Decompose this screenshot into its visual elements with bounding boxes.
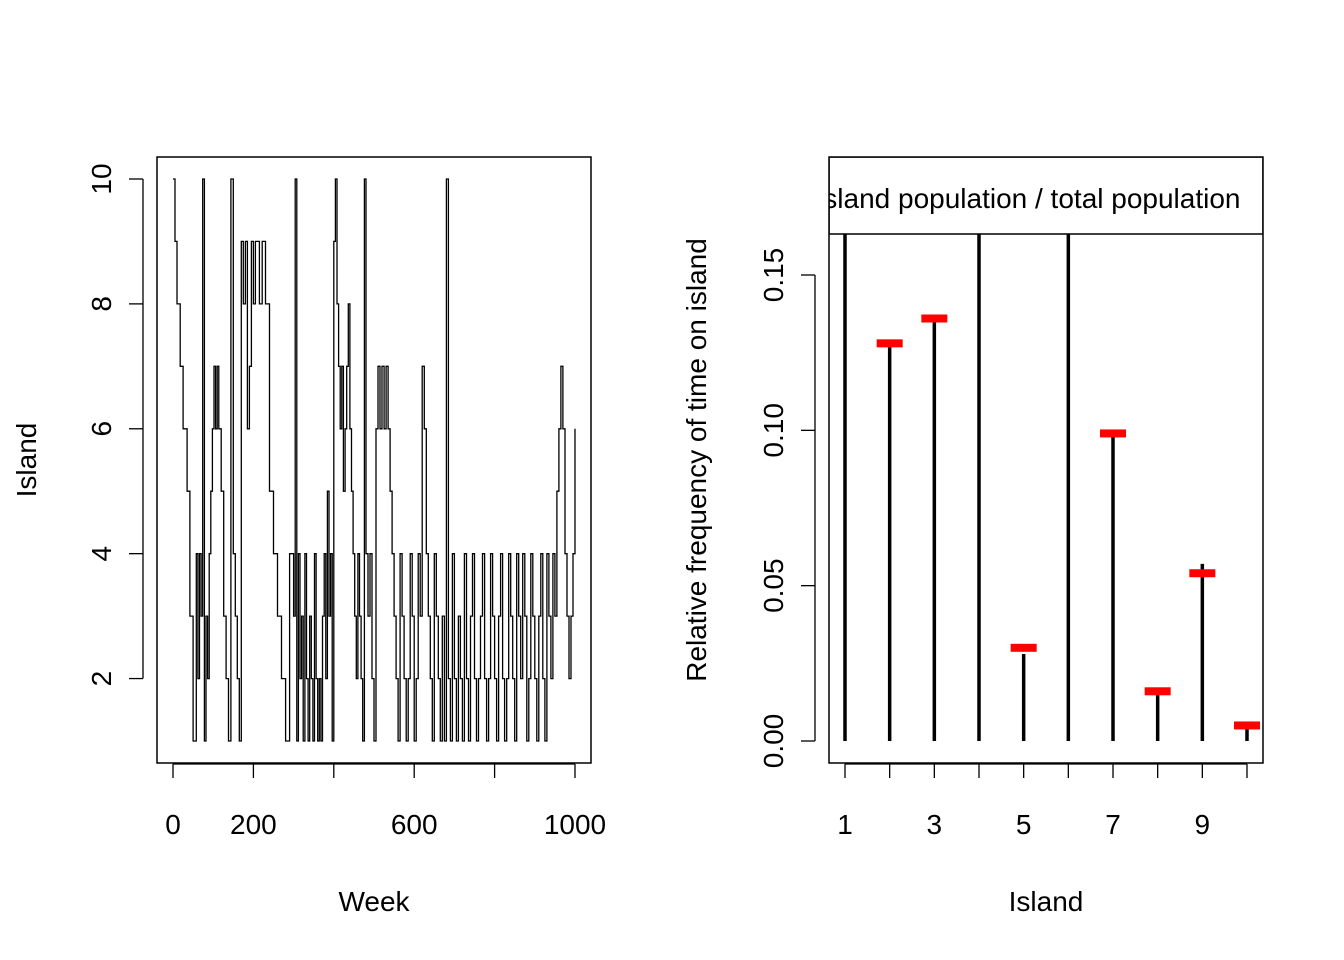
trace-y-tick-label: 6: [86, 421, 117, 437]
trace-x-axis-label: Week: [338, 886, 410, 917]
frequency-plot-frame: [828, 156, 1264, 764]
frequency-x-tick-label: 1: [837, 809, 853, 840]
frequency-marker: [1144, 687, 1171, 696]
legend: Island population / total population: [816, 157, 1263, 235]
frequency-marker: [921, 314, 948, 323]
trace-x-tick-label: 1000: [544, 809, 606, 840]
trace-plot-frame: [156, 156, 592, 764]
frequency-x-tick-label: 9: [1195, 809, 1211, 840]
frequency-x-axis-label: Island: [1009, 886, 1084, 917]
trace-series-group: [173, 178, 576, 742]
trace-plot: 0 200 600 1000 2 4 6 8 10 Week Island: [11, 156, 606, 917]
frequency-x-axis: 1 3 5 7 9: [837, 763, 1248, 840]
frequency-y-axis-label: Relative frequency of time on island: [681, 238, 712, 682]
legend-box: [829, 157, 1263, 235]
trace-y-tick-label: 10: [86, 163, 117, 194]
trace-line: [173, 178, 576, 742]
trace-x-tick-label: 200: [230, 809, 277, 840]
trace-x-tick-label: 600: [391, 809, 438, 840]
frequency-marker: [1010, 643, 1037, 652]
frequency-x-tick-label: 5: [1016, 809, 1032, 840]
trace-y-axis-label: Island: [11, 423, 42, 498]
trace-y-tick-label: 2: [86, 671, 117, 687]
legend-title: Island population / total population: [816, 183, 1241, 214]
frequency-marker: [1189, 569, 1216, 578]
trace-y-tick-label: 8: [86, 296, 117, 312]
frequency-plot: Island population / total population 1 3 5…: [681, 156, 1264, 917]
trace-y-tick-label: 4: [86, 546, 117, 562]
frequency-y-tick-label: 0.10: [758, 403, 789, 458]
frequency-marker: [876, 339, 903, 348]
frequency-y-tick-label: 0.15: [758, 248, 789, 303]
frequency-x-tick-label: 3: [927, 809, 943, 840]
trace-x-tick-label: 0: [165, 809, 181, 840]
frequency-y-tick-label: 0.00: [758, 714, 789, 769]
frequency-marker: [1234, 721, 1260, 730]
frequency-spikes-group: [843, 175, 1249, 741]
frequency-y-axis: 0.00 0.05 0.10 0.15: [758, 248, 816, 769]
trace-y-axis: 2 4 6 8 10: [86, 163, 144, 687]
frequency-y-tick-label: 0.05: [758, 558, 789, 613]
frequency-marker: [1100, 429, 1126, 438]
trace-x-axis: 0 200 600 1000: [165, 763, 606, 840]
frequency-x-tick-label: 7: [1105, 809, 1121, 840]
